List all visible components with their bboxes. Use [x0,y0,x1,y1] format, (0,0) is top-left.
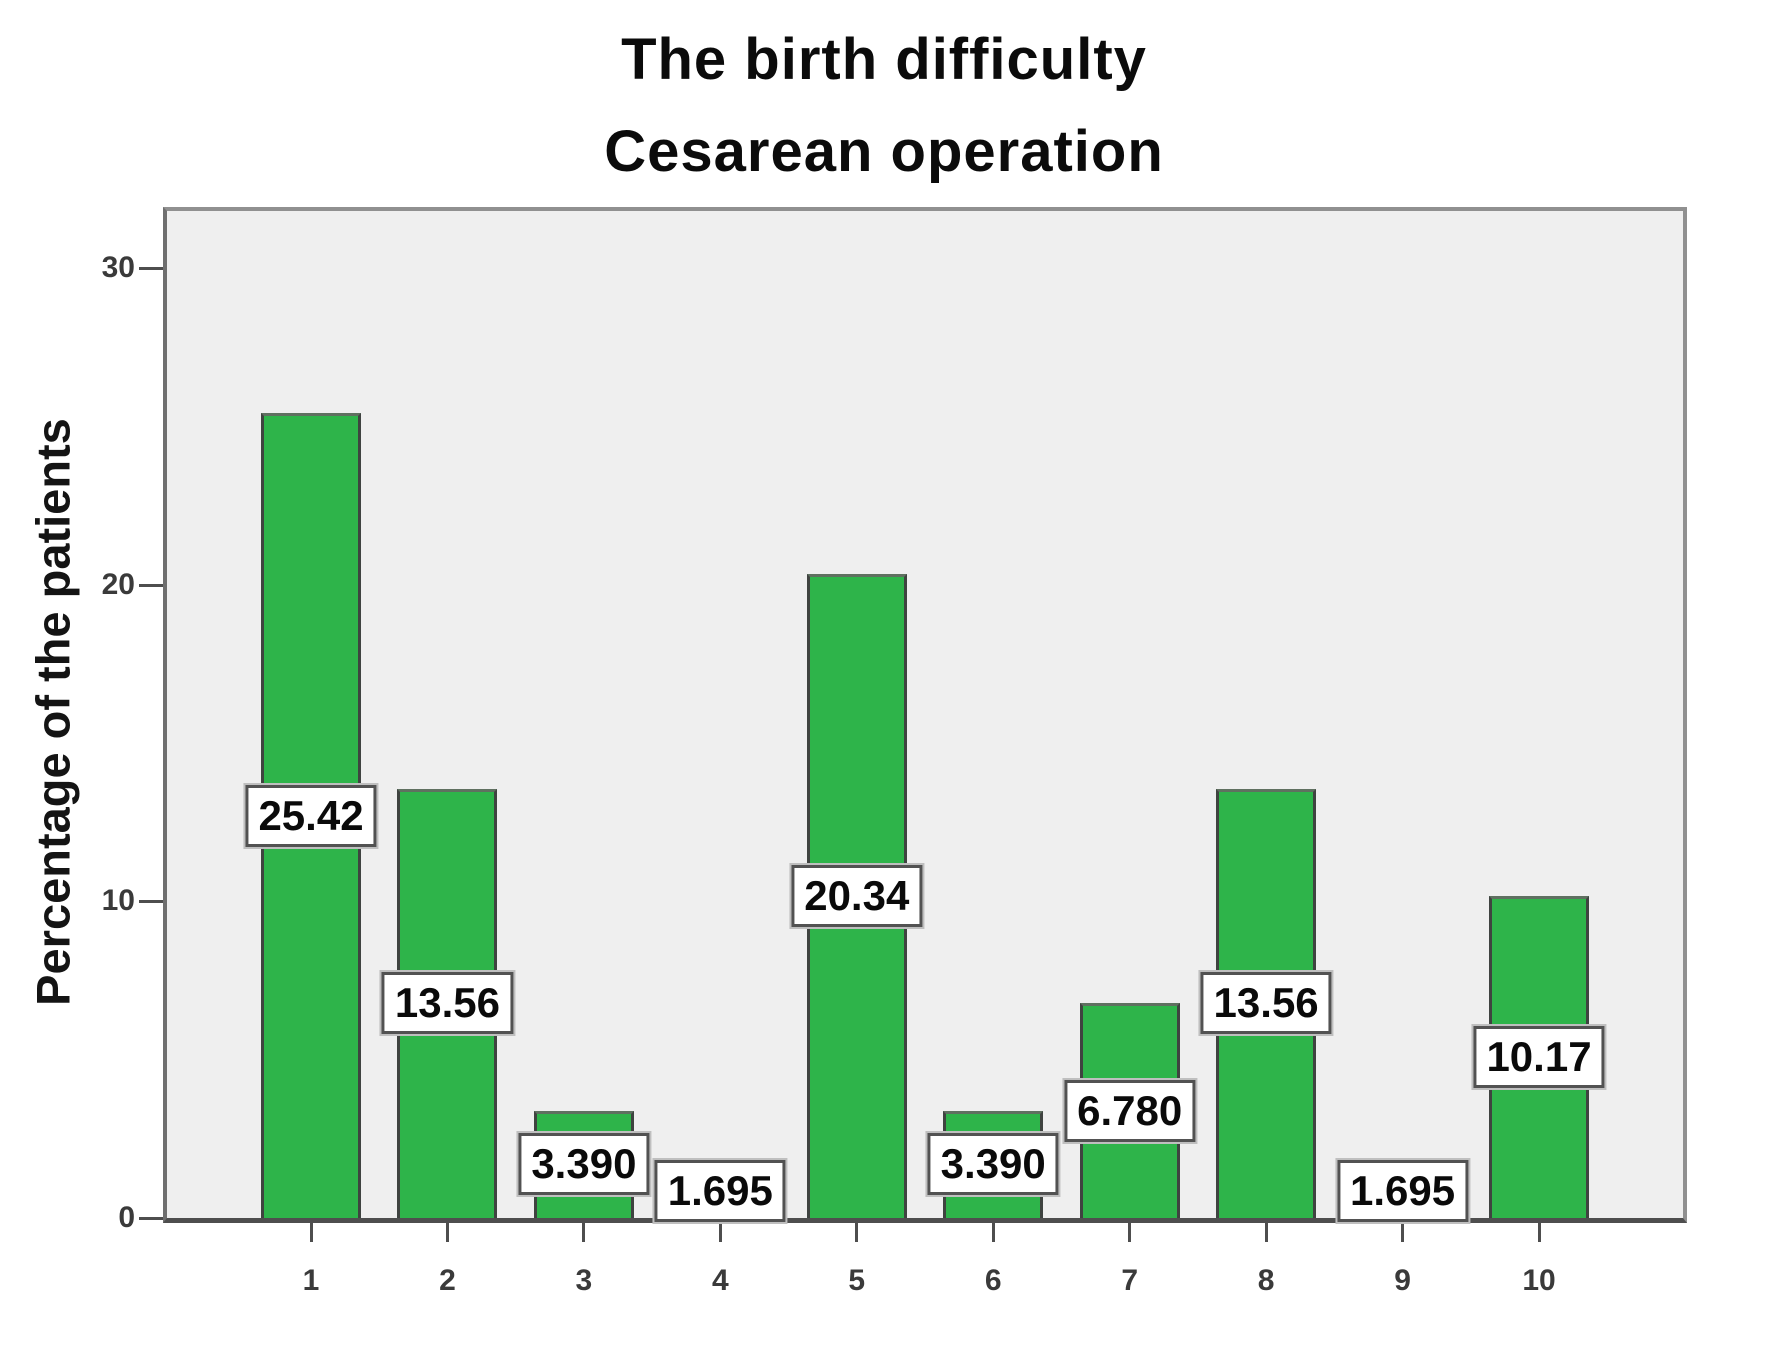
x-tick-mark [309,1223,313,1242]
x-tick-mark [718,1223,722,1242]
x-tick-mark [582,1223,586,1242]
value-label: 13.56 [381,972,513,1035]
y-tick-label: 0 [118,1201,135,1234]
chart-title: The birth difficulty [621,27,1147,92]
value-label: 3.390 [518,1133,650,1196]
value-label: 1.695 [1336,1160,1469,1223]
x-tick-mark [855,1223,859,1242]
x-tick-label: 8 [1257,1264,1275,1297]
plot-area: 0 10 20 30 1 25.42 2 13.56 3 3.390 4 1.695 5 20.34 6 3.… [102,207,1687,1297]
x-tick-label: 3 [575,1264,593,1297]
x-tick-label: 7 [1121,1264,1138,1297]
x-tick-label: 1 [302,1264,320,1297]
y-tick-mark [139,267,163,270]
x-tick-mark [991,1223,995,1242]
x-tick-mark [1401,1223,1405,1242]
value-label: 3.390 [927,1133,1059,1196]
value-label: 10.17 [1473,1025,1605,1088]
y-tick-label: 20 [101,567,135,601]
value-label: 25.42 [245,784,377,847]
x-tick-label: 6 [984,1264,1002,1297]
x-tick-label: 10 [1522,1264,1556,1297]
value-label: 13.56 [1200,972,1332,1035]
y-tick-mark [139,583,163,587]
chart-subtitle: Cesarean operation [604,119,1164,184]
x-tick-label: 4 [711,1264,729,1297]
x-tick-label: 2 [439,1264,456,1297]
y-tick-label: 30 [101,251,135,284]
y-tick-mark [139,900,163,904]
y-tick-mark [139,1217,163,1220]
x-tick-mark [1128,1223,1132,1242]
x-tick-mark [1537,1223,1541,1242]
value-label: 1.695 [654,1160,786,1223]
x-tick-label: 9 [1394,1264,1411,1297]
y-tick-label: 10 [101,884,135,918]
x-tick-mark [445,1223,449,1242]
value-label: 6.780 [1064,1079,1196,1142]
x-tick-label: 5 [848,1264,866,1297]
value-label: 20.34 [791,864,923,927]
x-tick-mark [1264,1223,1268,1242]
